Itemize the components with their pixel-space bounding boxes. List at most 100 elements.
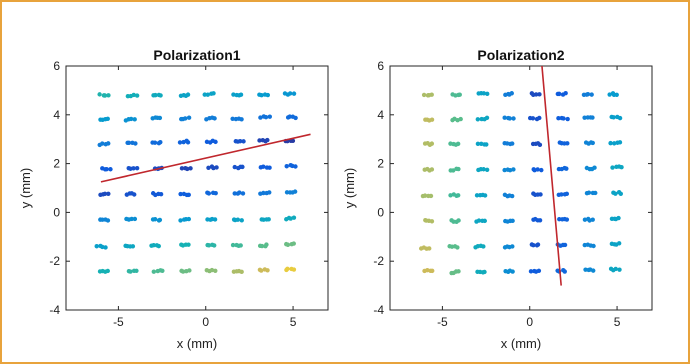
scatter-point [484,167,490,172]
x-tick-label: -5 [437,315,448,329]
scatter-point [185,92,191,97]
scatter-point [430,268,435,274]
y-tick-label: 4 [53,108,60,122]
scatter-point [429,219,435,224]
scatter-point [132,192,137,197]
scatter-point [612,141,617,146]
scatter-point [617,115,623,121]
scatter-point [132,216,138,222]
y-tick-label: 0 [53,205,60,219]
scatter-point [616,215,621,221]
scatter-point [535,167,540,172]
scatter-point [455,193,461,198]
scatter-point [502,115,507,120]
scatter-point [561,116,566,121]
scatter-point [265,92,271,98]
scatter-point [185,166,190,172]
x-axis-label: x (mm) [501,336,541,351]
scatter-point [610,165,615,170]
scatter-point [455,141,461,147]
scatter-point [158,93,163,98]
scatter-point [151,243,156,248]
scatter-point [291,241,296,246]
scatter-point [153,92,158,98]
scatter-point [151,269,157,274]
scatter-point [291,91,297,96]
x-tick-label: 5 [290,315,297,329]
scatter-point [539,167,544,173]
scatter-point [238,243,243,248]
scatter-point [591,268,596,273]
scatter-point [608,140,613,146]
scatter-point [103,245,108,250]
scatter-point [613,266,618,272]
scatter-point [129,216,134,222]
scatter-point [593,190,598,196]
scatter-point [507,167,513,173]
scatter-point [590,140,595,146]
x-tick-label: 5 [614,315,621,329]
scatter-point [230,116,235,121]
scatter-point [205,92,210,97]
scatter-point [158,191,164,197]
scatter-point [185,140,191,145]
scatter-point [427,246,432,251]
scatter-point [206,243,212,248]
scatter-point [263,114,269,120]
scatter-point [481,167,486,172]
fit-line [541,66,562,286]
scatter-point [428,193,434,199]
scatter-point [592,165,597,170]
scatter-point [582,115,587,120]
scatter-point [537,115,542,121]
scatter-point [186,242,191,247]
scatter-point [535,242,541,247]
scatter-point [607,92,612,97]
scatter-point [239,117,244,122]
scatter-point [152,140,158,145]
scatter-point [212,116,217,121]
chart-panel-2: -5 0 5 -4 -2 0 2 4 6 Polarization2 x (mm) y (mm) [342,47,653,351]
scatter-point [617,140,623,145]
scatter-point [134,165,140,171]
scatter-point [160,268,165,273]
scatter-point [128,269,133,274]
scatter-point [590,115,595,120]
scatter-point [422,193,428,198]
fit-line [100,133,311,183]
scatter-point [476,218,482,223]
scatter-point [429,92,434,97]
scatter-point [239,269,244,275]
scatter-point [537,218,543,223]
scatter-point [131,166,136,171]
scatter-point [456,166,461,172]
y-axis-label: y (mm) [342,168,357,208]
scatter-point [285,242,291,247]
scatter-point [235,217,241,222]
scatter-point [564,166,569,171]
scatter-point [481,91,487,96]
scatter-point [105,218,111,223]
scatter-point [187,268,192,273]
scatter-point [100,141,105,146]
scatter-point [232,191,237,196]
scatter-point [589,92,594,97]
scatter-point [156,243,161,249]
scatter-point [261,190,266,196]
scatter-point [213,139,218,145]
scatter-point [458,116,463,122]
scatter-point [126,140,132,146]
y-tick-label: -4 [49,303,60,317]
scatter-point [105,116,110,122]
scatter-point [564,191,570,197]
scatter-point [618,191,624,196]
scatter-point [132,117,137,122]
scatter-point [455,245,460,250]
scatter-point [586,190,592,195]
x-tick-label: 0 [202,315,209,329]
scatter-point [456,269,461,274]
scatter-point [267,190,272,195]
scatter-point [211,91,216,96]
scatter-point [564,217,570,222]
